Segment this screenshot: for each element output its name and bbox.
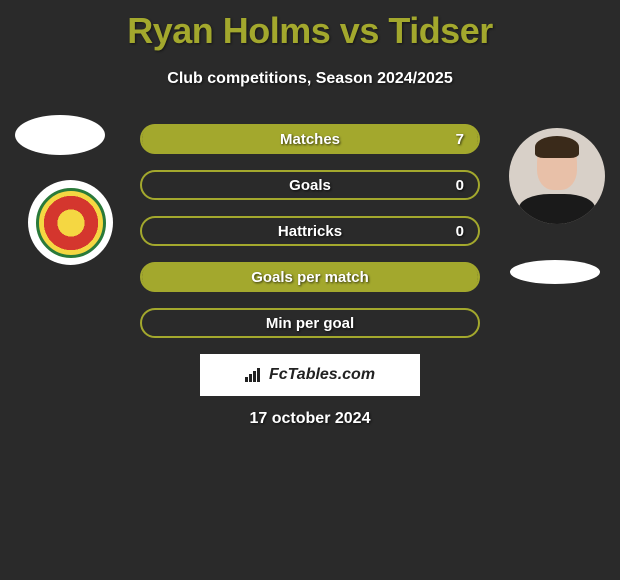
- player-right-club-badge: [510, 260, 600, 284]
- subtitle: Club competitions, Season 2024/2025: [0, 70, 620, 88]
- watermark-text: FcTables.com: [269, 366, 375, 384]
- watermark: FcTables.com: [200, 354, 420, 396]
- stat-row-min-per-goal: Min per goal: [140, 308, 480, 338]
- stat-row-hattricks: Hattricks 0: [140, 216, 480, 246]
- date-label: 17 october 2024: [0, 410, 620, 428]
- stat-label: Min per goal: [266, 315, 354, 332]
- player-left-avatar: [15, 115, 105, 155]
- page-title: Ryan Holms vs Tidser: [0, 0, 620, 52]
- club-badge-icon: [36, 188, 106, 258]
- stat-row-goals: Goals 0: [140, 170, 480, 200]
- stat-right-value: 7: [456, 131, 464, 148]
- stat-label: Hattricks: [278, 223, 342, 240]
- stat-right-value: 0: [456, 223, 464, 240]
- stat-row-goals-per-match: Goals per match: [140, 262, 480, 292]
- stat-label: Goals per match: [251, 269, 369, 286]
- stats-container: Matches 7 Goals 0 Hattricks 0 Goals per …: [140, 124, 480, 354]
- stat-right-value: 0: [456, 177, 464, 194]
- stat-row-matches: Matches 7: [140, 124, 480, 154]
- chart-icon: [245, 368, 263, 382]
- player-left-club-badge: [28, 180, 113, 265]
- stat-label: Matches: [280, 131, 340, 148]
- player-right-avatar: [509, 128, 605, 224]
- stat-label: Goals: [289, 177, 331, 194]
